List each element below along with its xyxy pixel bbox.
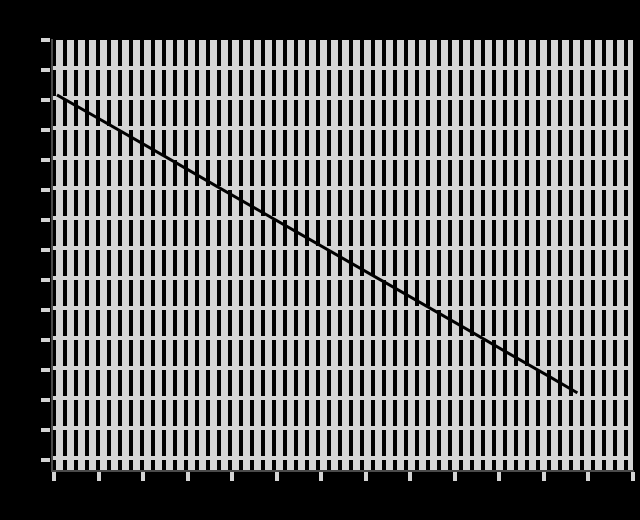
y-axis-tick bbox=[41, 68, 50, 72]
x-axis-tick bbox=[586, 472, 590, 481]
line-series-1 bbox=[56, 93, 579, 395]
x-axis-tick bbox=[52, 472, 56, 481]
x-axis-tick bbox=[319, 472, 323, 481]
y-axis-tick bbox=[41, 278, 50, 282]
y-axis-tick bbox=[41, 398, 50, 402]
y-axis-tick bbox=[41, 128, 50, 132]
plot-area bbox=[52, 40, 633, 470]
x-axis-tick bbox=[274, 472, 279, 481]
x-axis-tick bbox=[185, 472, 190, 481]
x-axis-tick bbox=[96, 472, 101, 481]
y-axis-tick bbox=[41, 308, 50, 312]
data-series-layer bbox=[56, 93, 579, 395]
y-axis-tick bbox=[41, 338, 50, 342]
axis-spine-left bbox=[51, 39, 53, 472]
y-axis-tick bbox=[41, 368, 50, 372]
x-axis-tick bbox=[497, 472, 501, 481]
x-axis-tick bbox=[230, 472, 234, 481]
axis-spine-bottom bbox=[51, 470, 634, 472]
x-axis-tick bbox=[408, 472, 412, 481]
x-axis-tick bbox=[363, 472, 368, 481]
x-axis-tick bbox=[452, 472, 457, 481]
y-axis-tick bbox=[41, 98, 50, 102]
y-axis-tick bbox=[41, 458, 50, 462]
y-axis-tick bbox=[41, 428, 50, 432]
x-axis-tick bbox=[141, 472, 145, 481]
y-axis-tick bbox=[41, 158, 50, 162]
x-axis-tick bbox=[630, 472, 635, 481]
y-axis-tick bbox=[41, 188, 50, 192]
horizontal-gridlines bbox=[52, 40, 633, 470]
x-axis-tick bbox=[541, 472, 546, 481]
y-axis-tick bbox=[41, 248, 50, 252]
y-axis-tick bbox=[41, 218, 50, 222]
y-axis-tick bbox=[41, 38, 50, 42]
